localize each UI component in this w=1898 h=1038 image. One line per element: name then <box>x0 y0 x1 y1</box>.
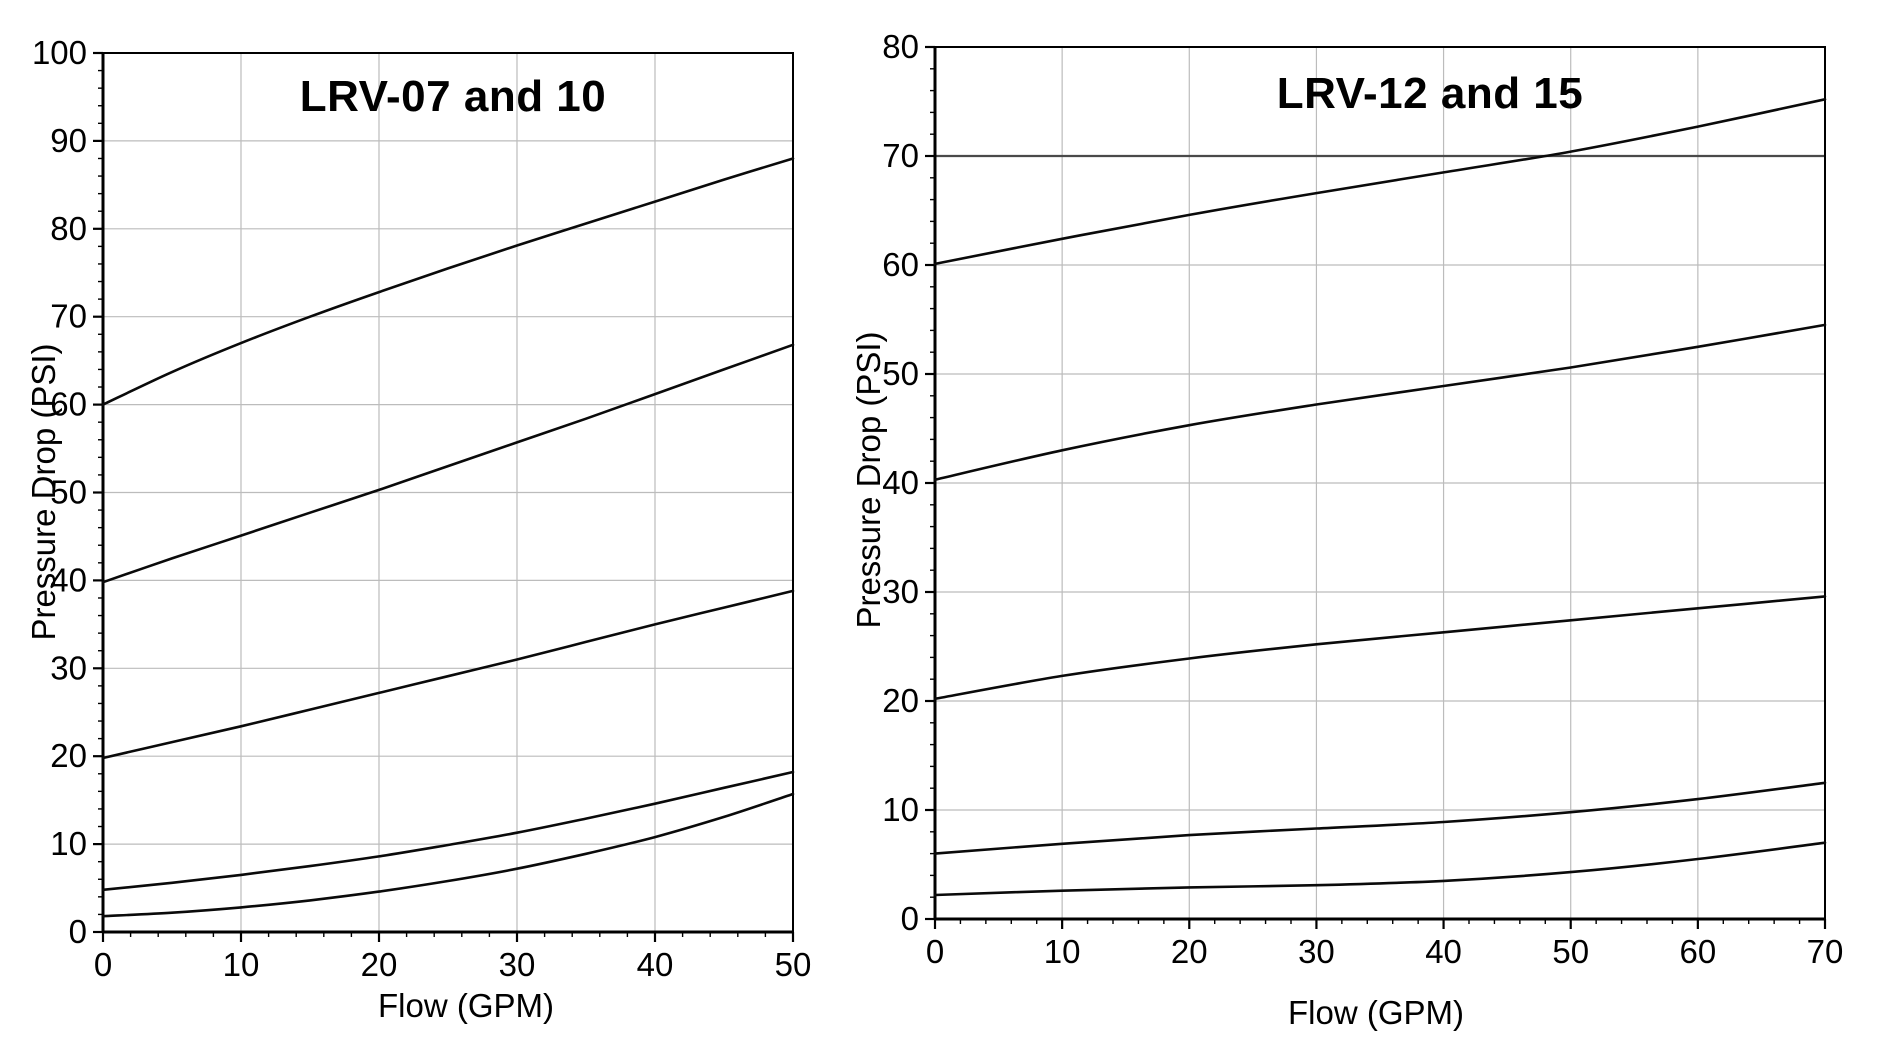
y-tick-label: 80 <box>50 210 87 247</box>
y-axis-title-right: Pressure Drop (PSI) <box>850 331 887 629</box>
y-tick-label: 50 <box>882 355 919 392</box>
y-tick-label: 10 <box>882 791 919 828</box>
x-tick-label: 40 <box>637 946 674 983</box>
y-tick-label: 70 <box>50 298 87 335</box>
x-tick-label: 70 <box>1807 933 1844 970</box>
chart-title-left: LRV-07 and 10 <box>299 72 607 121</box>
y-tick-label: 0 <box>69 913 87 950</box>
series-curve-5 <box>101 792 795 918</box>
x-tick-label: 20 <box>361 946 398 983</box>
x-tick-label: 40 <box>1425 933 1462 970</box>
y-tick-label: 40 <box>50 561 87 598</box>
series-curve-4 <box>101 770 795 892</box>
y-tick-label: 20 <box>50 737 87 774</box>
x-tick-label: 60 <box>1679 933 1716 970</box>
series-curve-1 <box>933 98 1827 266</box>
x-tick-label: 50 <box>1552 933 1589 970</box>
series-curve-3 <box>101 589 795 760</box>
y-tick-label: 90 <box>50 122 87 159</box>
y-tick-label: 80 <box>882 28 919 65</box>
x-tick-label: 10 <box>223 946 260 983</box>
y-tick-label: 30 <box>50 649 87 686</box>
y-tick-label: 70 <box>882 137 919 174</box>
y-tick-label: 30 <box>882 573 919 610</box>
y-tick-label: 60 <box>882 246 919 283</box>
x-tick-label: 20 <box>1171 933 1208 970</box>
series-curve-5 <box>933 841 1827 897</box>
y-tick-label: 40 <box>882 464 919 501</box>
y-tick-label: 0 <box>901 900 919 937</box>
series-curve-2 <box>101 343 795 584</box>
x-tick-label: 30 <box>499 946 536 983</box>
series-curve-4 <box>933 781 1827 855</box>
series-curve-2 <box>933 323 1827 481</box>
x-axis-title-left: Flow (GPM) <box>378 987 554 1024</box>
y-tick-label: 20 <box>882 682 919 719</box>
x-tick-label: 0 <box>926 933 944 970</box>
series-curve-3 <box>933 595 1827 701</box>
y-tick-label: 60 <box>50 386 87 423</box>
x-tick-label: 10 <box>1044 933 1081 970</box>
x-tick-label: 50 <box>775 946 812 983</box>
y-tick-label: 10 <box>50 825 87 862</box>
chart-title-right: LRV-12 and 15 <box>1276 69 1584 118</box>
y-tick-label: 50 <box>50 474 87 511</box>
y-tick-label: 100 <box>32 34 87 71</box>
x-axis-title-right: Flow (GPM) <box>1288 994 1464 1031</box>
y-axis-title-left: Pressure Drop (PSI) <box>25 343 62 641</box>
x-tick-label: 0 <box>94 946 112 983</box>
series-curve-1 <box>101 157 795 406</box>
x-tick-label: 30 <box>1298 933 1335 970</box>
